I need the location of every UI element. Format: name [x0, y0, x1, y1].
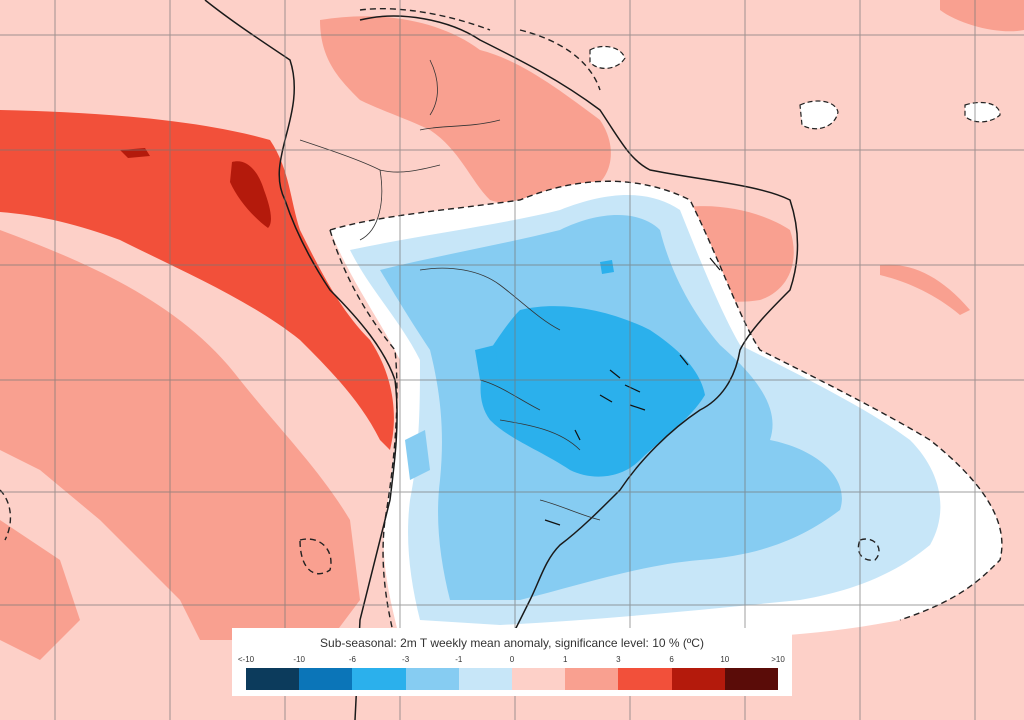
legend-tick-labels: <-10 -10 -6 -3 -1 0 1 3 6 10 >10	[238, 655, 785, 667]
color-legend: Sub-seasonal: 2m T weekly mean anomaly, …	[232, 628, 792, 696]
legend-label: 3	[616, 655, 621, 664]
legend-swatch	[724, 668, 779, 690]
legend-label: -3	[402, 655, 410, 664]
cold-spot-west	[475, 345, 500, 380]
cold-spot-chile	[405, 430, 430, 480]
legend-swatch	[618, 668, 672, 690]
significance-contour-2	[329, 229, 398, 641]
legend-swatch	[352, 668, 406, 690]
caribbean-white-patch	[589, 45, 626, 69]
legend-label: >10	[771, 655, 785, 664]
legend-swatch	[299, 668, 353, 690]
pacific-warm-region	[0, 230, 360, 640]
pacific-strong-warm-band	[0, 110, 394, 450]
legend-label: 10	[720, 655, 730, 664]
legend-swatch	[565, 668, 619, 690]
atlantic-white-patch-2	[964, 101, 1001, 123]
legend-swatch	[671, 668, 725, 690]
significance-contour-4	[0, 489, 880, 575]
legend-label: -1	[455, 655, 463, 664]
lakes	[544, 257, 721, 526]
cold-spot-north	[600, 260, 614, 274]
legend-label: -10	[293, 655, 305, 664]
atlantic-warm-streak	[880, 264, 970, 315]
legend-label: <-10	[237, 655, 255, 664]
significance-contour-3	[359, 8, 601, 91]
legend-swatch	[246, 668, 300, 690]
legend-title: Sub-seasonal: 2m T weekly mean anomaly, …	[320, 636, 704, 650]
legend-label: 6	[669, 655, 674, 664]
peru-hotspot	[230, 161, 271, 228]
legend-swatch	[405, 668, 459, 690]
caribbean-warm	[940, 0, 1024, 32]
legend-label: -6	[348, 655, 356, 664]
northern-warm-land	[320, 16, 611, 205]
coastline	[204, 0, 398, 720]
legend-swatch	[512, 668, 566, 690]
significance-contour	[329, 180, 1003, 621]
atlantic-white-patch	[799, 100, 839, 130]
legend-label: 1	[562, 655, 568, 664]
legend-label: 0	[509, 655, 515, 664]
legend-swatch	[458, 668, 513, 690]
coastline-east	[359, 15, 799, 641]
pacific-warm-patch	[0, 520, 80, 660]
core-cold-region	[480, 306, 705, 477]
legend-color-bar	[246, 668, 779, 690]
country-borders	[299, 59, 601, 521]
